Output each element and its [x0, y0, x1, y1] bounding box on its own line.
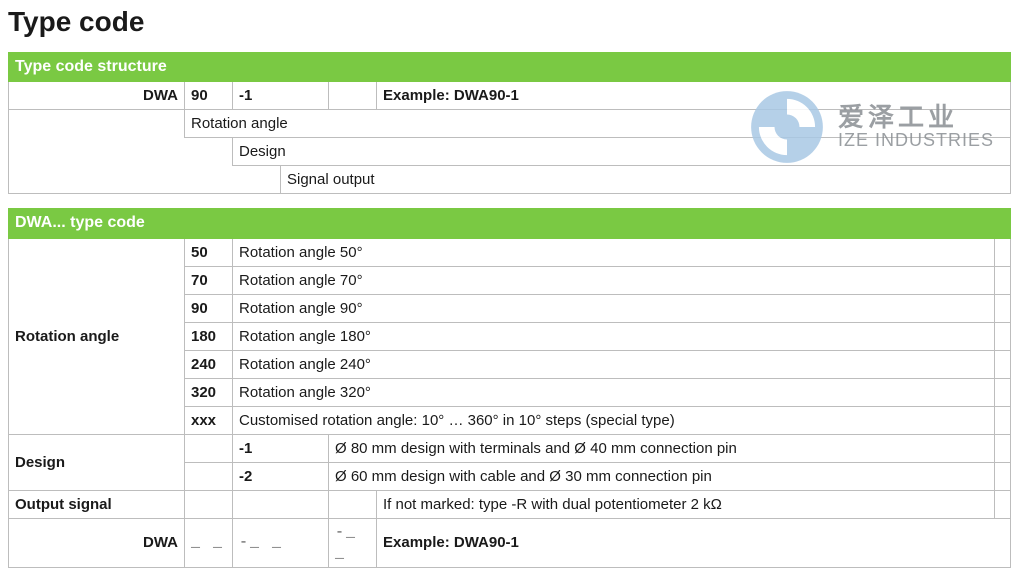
- type-code-structure-table: Type code structure DWA 90 -1 Example: D…: [8, 52, 1011, 194]
- signal-output-label: Signal output: [281, 166, 1011, 194]
- dwa-type-code-table: DWA... type code Rotation angle 50 Rotat…: [8, 208, 1011, 567]
- rotation-code: 50: [185, 238, 233, 266]
- spacer: [9, 166, 185, 194]
- spacer: [9, 110, 185, 138]
- spacer: [185, 434, 233, 462]
- design-section: Design: [9, 434, 185, 490]
- rotation-angle-section: Rotation angle: [9, 238, 185, 434]
- table1-header: Type code structure: [9, 53, 1011, 82]
- tail-cell: [995, 322, 1011, 350]
- code-rotation: 90: [185, 82, 233, 110]
- spacer: [9, 138, 185, 166]
- spacer: [185, 462, 233, 490]
- rotation-code: 180: [185, 322, 233, 350]
- tail-cell: [995, 406, 1011, 434]
- prefix-label: DWA: [9, 82, 185, 110]
- tail-cell: [995, 462, 1011, 490]
- output-signal-section: Output signal: [9, 490, 185, 518]
- tail-cell: [995, 294, 1011, 322]
- tail-cell: [995, 434, 1011, 462]
- spacer: [233, 490, 329, 518]
- spacer: [329, 490, 377, 518]
- example-label: Example: DWA90-1: [377, 82, 1011, 110]
- footer-placeholder: -_ _: [233, 518, 329, 567]
- rotation-desc: Rotation angle 90°: [233, 294, 995, 322]
- tail-cell: [995, 266, 1011, 294]
- tail-cell: [995, 350, 1011, 378]
- rotation-desc: Customised rotation angle: 10° … 360° in…: [233, 406, 995, 434]
- empty-cell: [329, 82, 377, 110]
- rotation-code: xxx: [185, 406, 233, 434]
- rotation-code: 90: [185, 294, 233, 322]
- footer-example: Example: DWA90-1: [377, 518, 1011, 567]
- rotation-angle-label: Rotation angle: [185, 110, 1011, 138]
- design-code: -2: [233, 462, 329, 490]
- rotation-desc: Rotation angle 70°: [233, 266, 995, 294]
- design-desc: Ø 60 mm design with cable and Ø 30 mm co…: [329, 462, 995, 490]
- rotation-desc: Rotation angle 240°: [233, 350, 995, 378]
- code-design: -1: [233, 82, 329, 110]
- table2-header: DWA... type code: [9, 209, 1011, 238]
- output-signal-desc: If not marked: type -R with dual potenti…: [377, 490, 995, 518]
- design-code: -1: [233, 434, 329, 462]
- design-desc: Ø 80 mm design with terminals and Ø 40 m…: [329, 434, 995, 462]
- spacer: [233, 166, 281, 194]
- footer-placeholder: -_ _: [329, 518, 377, 567]
- footer-prefix: DWA: [9, 518, 185, 567]
- tail-cell: [995, 490, 1011, 518]
- spacer: [185, 166, 233, 194]
- rotation-code: 240: [185, 350, 233, 378]
- rotation-desc: Rotation angle 50°: [233, 238, 995, 266]
- rotation-desc: Rotation angle 320°: [233, 378, 995, 406]
- rotation-code: 70: [185, 266, 233, 294]
- tail-cell: [995, 378, 1011, 406]
- spacer: [185, 490, 233, 518]
- rotation-desc: Rotation angle 180°: [233, 322, 995, 350]
- design-label: Design: [233, 138, 1011, 166]
- tail-cell: [995, 238, 1011, 266]
- rotation-code: 320: [185, 378, 233, 406]
- spacer: [185, 138, 233, 166]
- page-title: Type code: [8, 6, 1012, 38]
- footer-placeholder: _ _: [185, 518, 233, 567]
